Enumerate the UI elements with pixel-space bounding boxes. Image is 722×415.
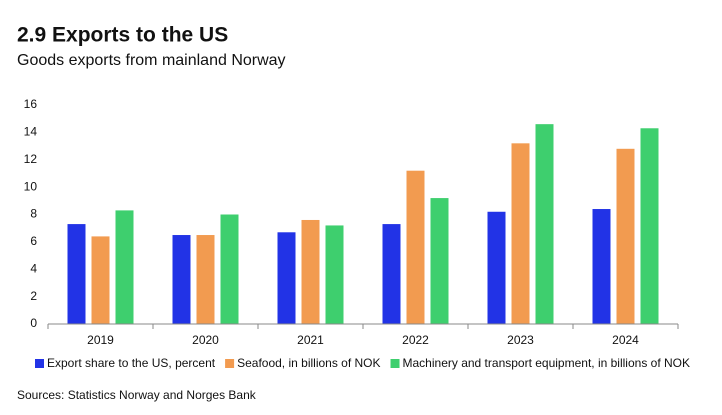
chart-title: 2.9 Exports to the US [17, 24, 228, 47]
y-tick-label: 14 [24, 125, 38, 139]
bar [67, 224, 86, 324]
bar [277, 232, 296, 324]
x-tick-label: 2023 [507, 333, 534, 347]
y-tick-label: 10 [24, 179, 38, 193]
x-tick-label: 2021 [297, 333, 324, 347]
y-tick-label: 12 [24, 152, 38, 166]
bar [535, 124, 554, 324]
bar [487, 211, 506, 324]
bar [115, 210, 134, 324]
y-tick-label: 4 [30, 261, 37, 275]
y-tick-label: 8 [30, 207, 37, 221]
chart-subtitle: Goods exports from mainland Norway [17, 52, 286, 69]
x-tick-label: 2020 [192, 333, 219, 347]
bar [640, 128, 659, 324]
y-tick-label: 6 [30, 234, 37, 248]
bar [406, 170, 425, 324]
bar [616, 148, 635, 324]
y-tick-label: 16 [24, 97, 38, 111]
x-tick-label: 2024 [612, 333, 639, 347]
x-tick-label: 2022 [402, 333, 429, 347]
legend-swatch [390, 359, 400, 368]
bar [511, 143, 530, 324]
y-tick-label: 2 [30, 289, 37, 303]
bar [172, 235, 191, 324]
legend-label: Export share to the US, percent [47, 356, 216, 370]
bar [382, 224, 401, 324]
bar [220, 214, 239, 324]
bar [430, 198, 449, 324]
bar [301, 219, 320, 324]
x-tick-label: 2019 [87, 333, 114, 347]
bar [196, 235, 215, 324]
bar [91, 236, 110, 324]
legend-swatch [35, 359, 44, 368]
legend-label: Machinery and transport equipment, in bi… [403, 356, 690, 370]
legend-swatch [225, 359, 235, 368]
source: Sources: Statistics Norway and Norges Ba… [17, 388, 257, 402]
y-tick-label: 0 [30, 316, 37, 330]
bar [592, 209, 611, 324]
legend-label: Seafood, in billions of NOK [237, 356, 380, 370]
bar [325, 225, 344, 324]
